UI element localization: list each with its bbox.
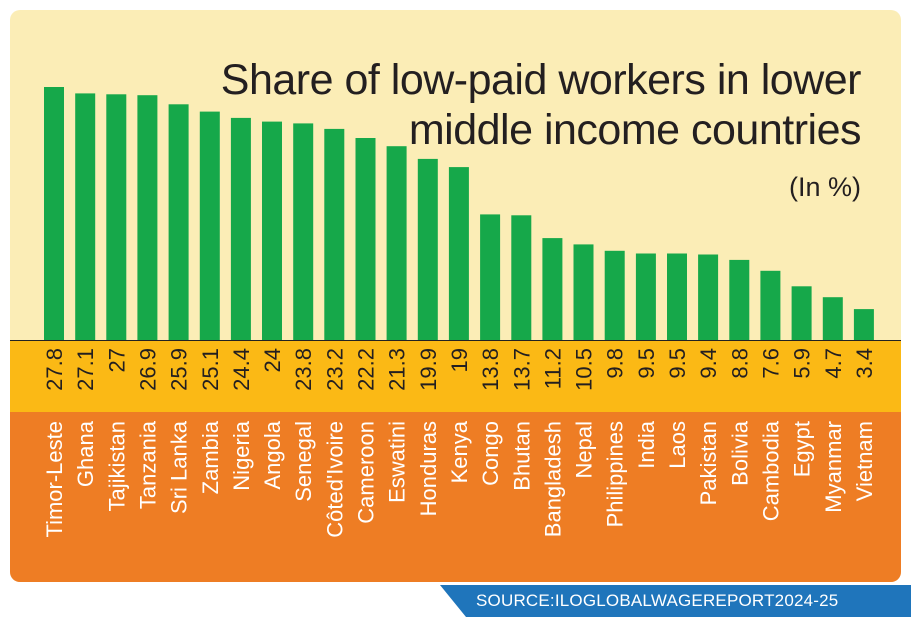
value-label: 25.1 (198, 348, 223, 391)
value-label: 19 (447, 348, 472, 372)
category-label: Angola (260, 420, 285, 489)
category-label: Bhutan (509, 421, 534, 491)
category-label: Egypt (790, 421, 815, 477)
bar (729, 259, 750, 340)
bar (791, 286, 812, 340)
value-label: 23.8 (291, 348, 316, 391)
category-label: Cambodia (758, 420, 783, 521)
category-label: Kenya (447, 420, 472, 483)
value-label: 21.3 (385, 348, 410, 391)
category-label: Vietnam (852, 421, 877, 501)
value-label: 27.8 (42, 348, 67, 391)
category-label: Nepal (572, 421, 597, 478)
bar (760, 270, 781, 340)
bar (324, 128, 345, 340)
value-label: 10.5 (572, 348, 597, 391)
value-label: 27 (104, 348, 129, 372)
value-label: 27.1 (73, 348, 98, 391)
bar (199, 111, 220, 340)
value-label: 4.7 (821, 348, 846, 379)
category-label: Congo (478, 421, 503, 486)
value-label: 9.5 (665, 348, 690, 379)
bar (822, 297, 843, 340)
value-label: 24 (260, 348, 285, 372)
value-label: 25.9 (167, 348, 192, 391)
value-label: 26.9 (135, 348, 160, 391)
bar (44, 87, 64, 340)
bar (75, 93, 96, 341)
value-label: 11.2 (540, 348, 565, 389)
bar (853, 309, 874, 340)
bar (448, 167, 469, 340)
value-label: 13.7 (509, 348, 534, 391)
chart-title-line1: Share of low-paid workers in lower (220, 56, 862, 104)
country-label-band (10, 412, 901, 582)
category-label: Tajikistan (104, 421, 129, 511)
chart-title: Share of low-paid workers in lower middl… (220, 55, 862, 155)
category-label: Bangladesh (540, 421, 565, 537)
category-label: Nigeria (229, 420, 254, 490)
chart-title-line2: middle income countries (408, 106, 862, 154)
category-label: Côted'Ivoire (322, 421, 347, 538)
value-label: 3.4 (852, 348, 877, 379)
category-label: Tanzania (135, 420, 160, 509)
bar (698, 254, 719, 340)
value-label: 22.2 (354, 348, 379, 391)
category-label: Sri Lanka (167, 420, 192, 514)
bar (417, 158, 438, 340)
source-banner-shape (440, 585, 911, 617)
bar-chart: 27.8 Timor-Leste 27.1 Ghana 27 Tajikistan 26.9… (42, 87, 877, 538)
bar (386, 146, 407, 340)
category-label: Laos (665, 421, 690, 469)
value-label: 19.9 (416, 348, 441, 391)
category-label: India (634, 420, 659, 468)
value-label: 9.4 (696, 348, 721, 379)
value-label: 13.8 (478, 348, 503, 391)
category-label: Pakistan (696, 421, 721, 505)
category-label: Cameroon (354, 421, 379, 524)
value-label: 5.9 (790, 348, 815, 379)
bar (137, 95, 158, 340)
bar (604, 250, 625, 340)
bar (667, 253, 687, 340)
bar (168, 104, 189, 340)
bar (542, 238, 563, 340)
value-label: 23.2 (322, 348, 347, 391)
category-label: Senegal (291, 421, 316, 502)
category-label: Zambia (198, 420, 223, 494)
value-label-band (10, 340, 901, 413)
value-label: 9.5 (634, 348, 659, 379)
bar (293, 123, 314, 341)
value-label: 24.4 (229, 348, 254, 391)
unit-label: (In %) (788, 172, 861, 202)
bar (230, 117, 251, 341)
source-banner: SOURCE:ILOGLOBALWAGEREPORT2024-25 (440, 585, 911, 617)
category-label: Ghana (73, 420, 98, 487)
category-label: Philippines (603, 421, 628, 527)
value-label: 9.8 (603, 348, 628, 379)
bar (635, 253, 656, 340)
category-label: Bolivia (727, 420, 752, 486)
source-text: SOURCE:ILOGLOBALWAGEREPORT2024-25 (476, 591, 839, 610)
value-label: 8.8 (727, 348, 752, 379)
category-label: Eswatini (385, 421, 410, 503)
value-label: 7.6 (758, 348, 783, 379)
bar (262, 121, 282, 340)
bar (106, 94, 127, 340)
bar (480, 214, 501, 340)
bar (355, 138, 376, 340)
category-label: Timor-Leste (42, 421, 67, 538)
chart-card: 27.8 Timor-Leste 27.1 Ghana 27 Tajikistan 26.9… (10, 10, 901, 582)
category-label: Myanmar (821, 421, 846, 513)
bar (511, 215, 532, 340)
bar (573, 244, 594, 340)
category-label: Honduras (416, 421, 441, 516)
